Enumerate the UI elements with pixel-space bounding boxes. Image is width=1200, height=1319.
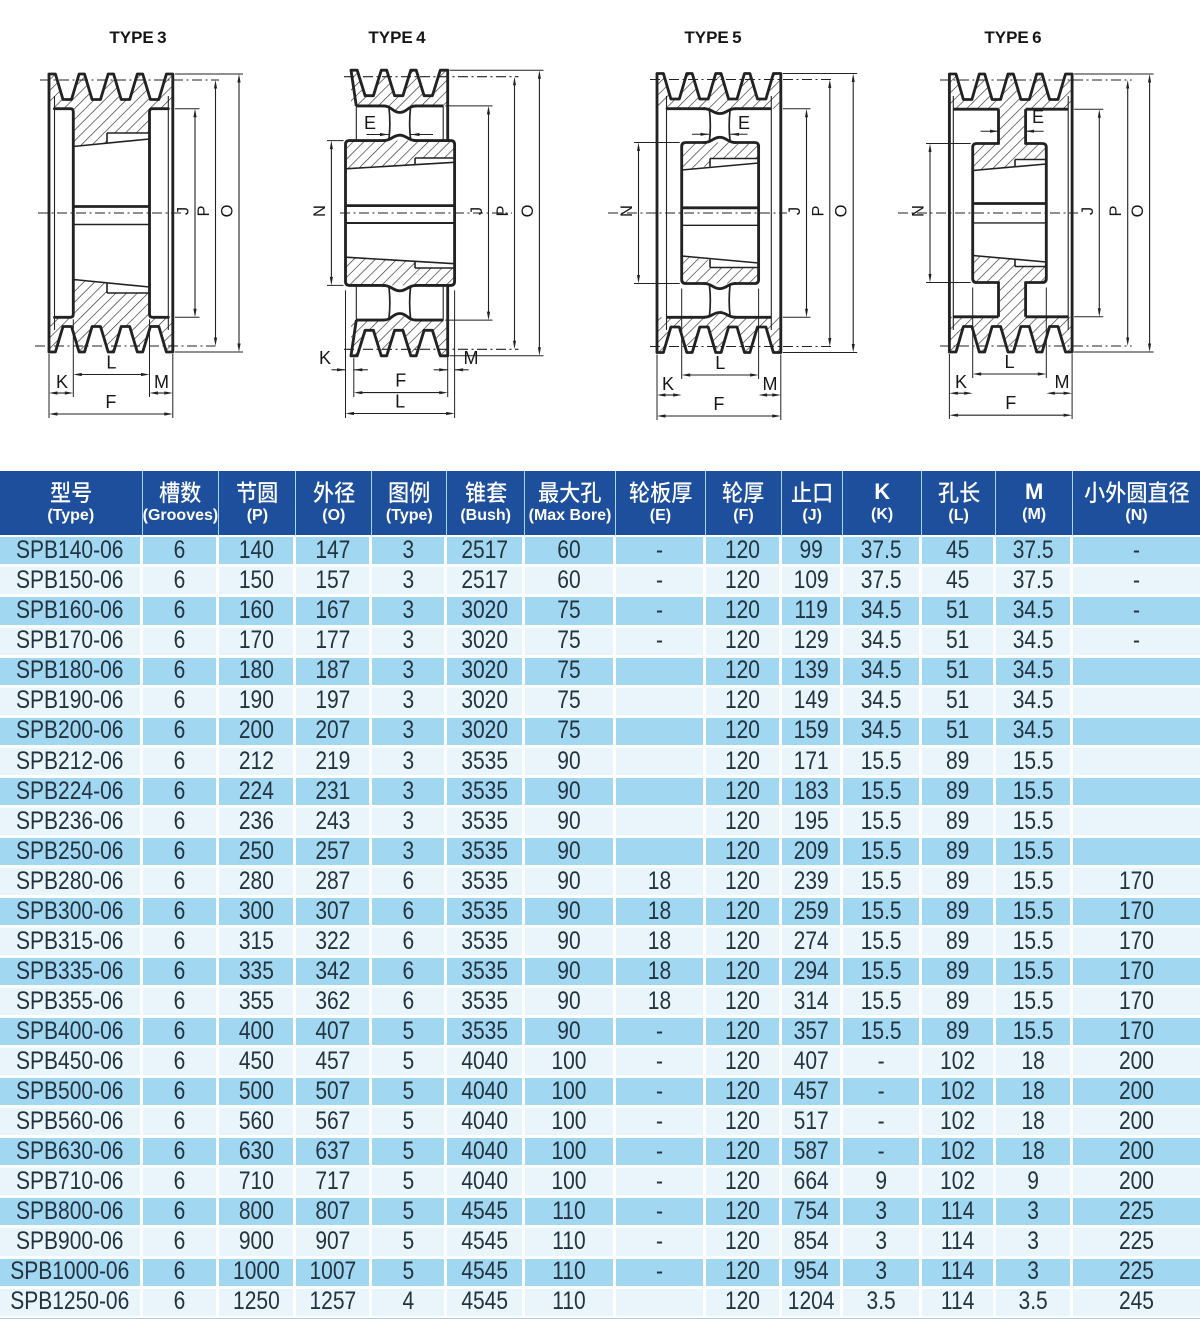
svg-text:E: E <box>1032 107 1044 127</box>
svg-text:L: L <box>395 392 405 412</box>
svg-text:O: O <box>219 204 237 217</box>
svg-text:P: P <box>809 205 827 216</box>
svg-text:K: K <box>56 372 68 392</box>
svg-text:J: J <box>786 207 804 215</box>
svg-text:N: N <box>910 205 928 217</box>
svg-text:P: P <box>494 205 512 216</box>
svg-text:TYPE 6: TYPE 6 <box>984 28 1041 47</box>
svg-text:TYPE 3: TYPE 3 <box>109 28 166 47</box>
svg-text:F: F <box>1005 393 1016 413</box>
svg-text:J: J <box>1079 207 1097 215</box>
svg-text:O: O <box>1129 204 1147 217</box>
svg-text:K: K <box>662 374 674 394</box>
svg-text:N: N <box>618 205 636 217</box>
svg-text:O: O <box>833 204 851 217</box>
svg-text:K: K <box>319 348 331 368</box>
svg-text:L: L <box>1004 352 1014 372</box>
svg-text:E: E <box>738 113 750 133</box>
svg-text:L: L <box>715 353 725 373</box>
svg-text:O: O <box>519 204 537 217</box>
svg-text:F: F <box>395 371 406 391</box>
svg-text:F: F <box>105 392 116 412</box>
svg-text:E: E <box>364 113 376 133</box>
svg-text:M: M <box>464 348 479 368</box>
svg-text:L: L <box>106 353 116 373</box>
svg-text:M: M <box>763 374 778 394</box>
svg-text:M: M <box>1055 372 1070 392</box>
svg-text:J: J <box>175 207 193 215</box>
svg-text:P: P <box>1107 205 1125 216</box>
svg-text:M: M <box>154 372 169 392</box>
svg-text:N: N <box>311 205 329 217</box>
svg-text:P: P <box>195 205 213 216</box>
svg-text:J: J <box>468 207 486 215</box>
svg-text:TYPE 5: TYPE 5 <box>684 28 741 47</box>
svg-text:K: K <box>955 372 967 392</box>
svg-text:TYPE 4: TYPE 4 <box>368 28 426 47</box>
svg-text:F: F <box>713 394 724 414</box>
